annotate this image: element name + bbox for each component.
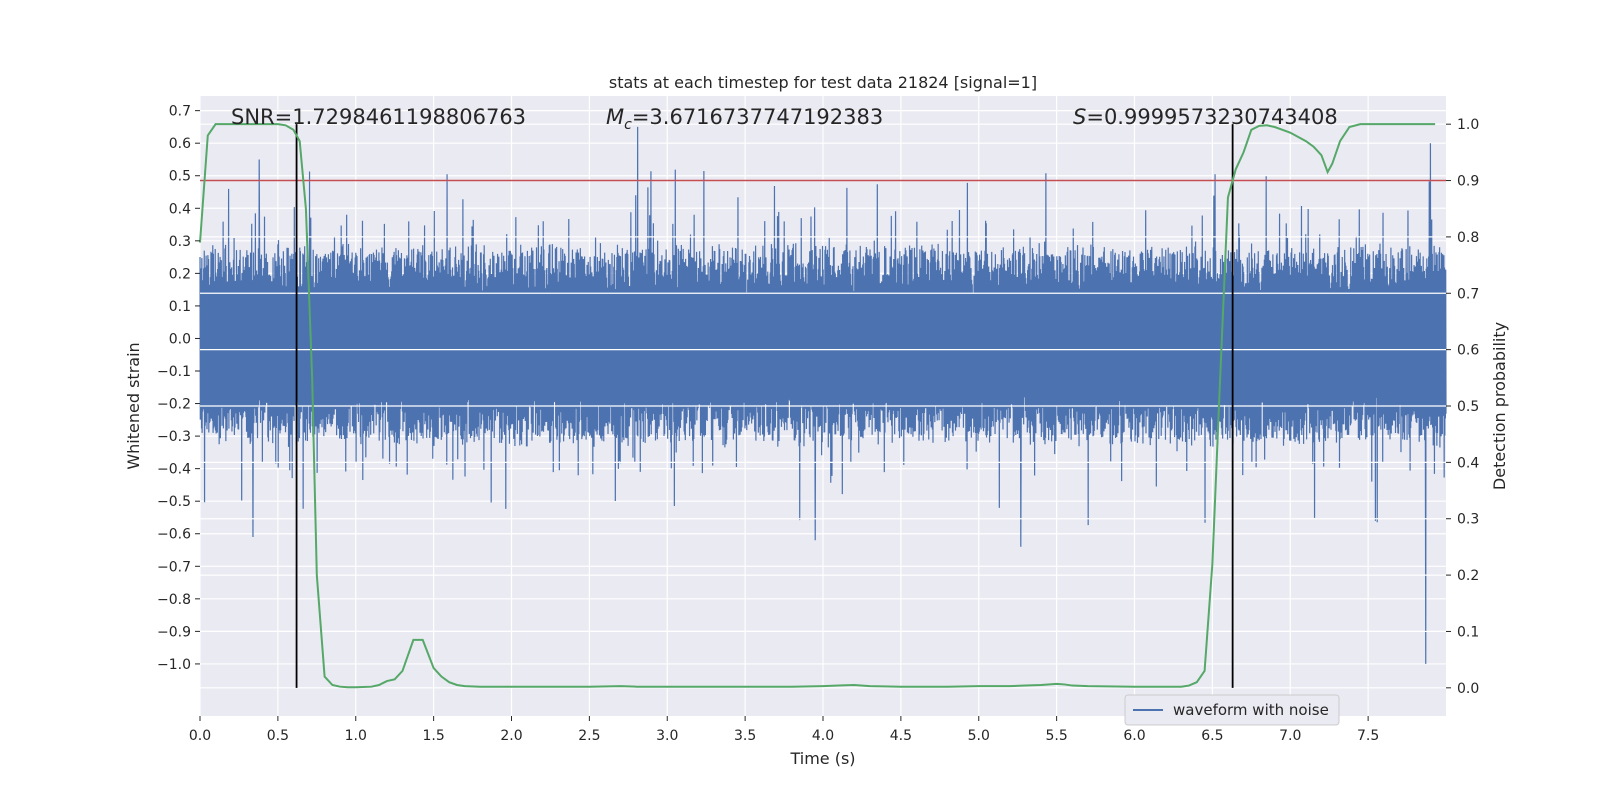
y-tick-label: −0.1 xyxy=(157,364,191,380)
x-tick-label: 0.5 xyxy=(267,728,289,744)
x-tick-label: 7.5 xyxy=(1357,728,1379,744)
y2-tick-label: 0.2 xyxy=(1457,568,1479,584)
y2-tick-label: 0.1 xyxy=(1457,624,1479,640)
chirp-mass-annotation: Mc=3.6716737747192383 xyxy=(606,105,883,133)
x-tick-label: 2.0 xyxy=(500,728,522,744)
y2-ticks: 1.0 0.9 0.8 0.7 0.6 0.5 0.4 0.3 0.2 0.1 0.0 xyxy=(1446,117,1479,697)
y-axis-label: Whitened strain xyxy=(124,342,143,469)
y-tick-label: −0.2 xyxy=(157,397,191,413)
x-tick-label: 3.0 xyxy=(656,728,678,744)
x-tick-label: 6.5 xyxy=(1201,728,1223,744)
waveform-series xyxy=(199,126,1447,664)
y-tick-label: 0.1 xyxy=(169,299,191,315)
legend-box xyxy=(1124,694,1340,726)
score-annotation: S=0.9999573230743408 xyxy=(1073,105,1338,129)
y2-tick-label: 0.3 xyxy=(1457,512,1479,528)
x-ticks: 0.0 0.5 1.0 1.5 2.0 2.5 3.0 3.5 4.0 4.5 5.0 5.5 6.0 6… xyxy=(189,716,1379,744)
y-tick-label: −0.7 xyxy=(157,559,191,575)
legend: waveform with noise xyxy=(1124,694,1340,726)
y-tick-label: −0.4 xyxy=(157,462,191,478)
y2-tick-label: 0.7 xyxy=(1457,286,1479,302)
y-tick-label: −1.0 xyxy=(157,657,191,673)
y2-tick-label: 0.5 xyxy=(1457,399,1479,415)
legend-label: waveform with noise xyxy=(1173,701,1329,719)
chirp-mass-subscript: c xyxy=(624,117,632,133)
y-tick-label: 0.4 xyxy=(169,201,191,217)
x-tick-label: 3.5 xyxy=(734,728,756,744)
score-value: =0.9999573230743408 xyxy=(1086,105,1337,129)
y-tick-label: 0.5 xyxy=(169,169,191,185)
x-tick-label: 5.5 xyxy=(1045,728,1067,744)
y-tick-label: 0.6 xyxy=(169,136,191,152)
x-tick-label: 4.0 xyxy=(812,728,834,744)
y-ticks: 0.7 0.6 0.5 0.4 0.3 0.2 0.1 0.0 −0.1 −0.2 −0.3 −0.4… xyxy=(157,104,200,673)
y-tick-label: −0.6 xyxy=(157,527,191,543)
x-tick-label: 2.5 xyxy=(578,728,600,744)
x-tick-label: 1.5 xyxy=(422,728,444,744)
y-tick-label: −0.3 xyxy=(157,429,191,445)
score-symbol: S xyxy=(1073,105,1086,129)
y-tick-label: 0.0 xyxy=(169,331,191,347)
y2-tick-label: 1.0 xyxy=(1457,117,1479,133)
y-tick-label: −0.5 xyxy=(157,494,191,510)
waveform-line xyxy=(199,126,1447,664)
y-tick-label: −0.9 xyxy=(157,624,191,640)
y-tick-label: 0.3 xyxy=(169,234,191,250)
detection-probability-series xyxy=(199,123,1436,689)
y-tick-label: 0.7 xyxy=(169,104,191,120)
y2-axis-label: Detection probability xyxy=(1490,322,1509,490)
chart-title: stats at each timestep for test data 218… xyxy=(609,73,1037,92)
chirp-mass-value: =3.6716737747192383 xyxy=(632,105,883,129)
snr-annotation: SNR=1.7298461198806763 xyxy=(231,105,526,129)
y2-tick-label: 0.8 xyxy=(1457,230,1479,246)
detection-probability-line xyxy=(199,123,1436,689)
x-tick-label: 7.0 xyxy=(1279,728,1301,744)
x-tick-label: 1.0 xyxy=(345,728,367,744)
x-tick-label: 0.0 xyxy=(189,728,211,744)
y2-tick-label: 0.0 xyxy=(1457,681,1479,697)
y-tick-label: 0.2 xyxy=(169,266,191,282)
x-axis-label: Time (s) xyxy=(789,749,855,768)
y-tick-label: −0.8 xyxy=(157,592,191,608)
x-tick-label: 6.0 xyxy=(1123,728,1145,744)
y2-tick-label: 0.4 xyxy=(1457,455,1479,471)
x-tick-label: 5.0 xyxy=(968,728,990,744)
y2-tick-label: 0.6 xyxy=(1457,343,1479,359)
x-tick-label: 4.5 xyxy=(890,728,912,744)
overlay xyxy=(200,123,1446,689)
y2-tick-label: 0.9 xyxy=(1457,174,1479,190)
chirp-mass-symbol: M xyxy=(606,105,624,129)
